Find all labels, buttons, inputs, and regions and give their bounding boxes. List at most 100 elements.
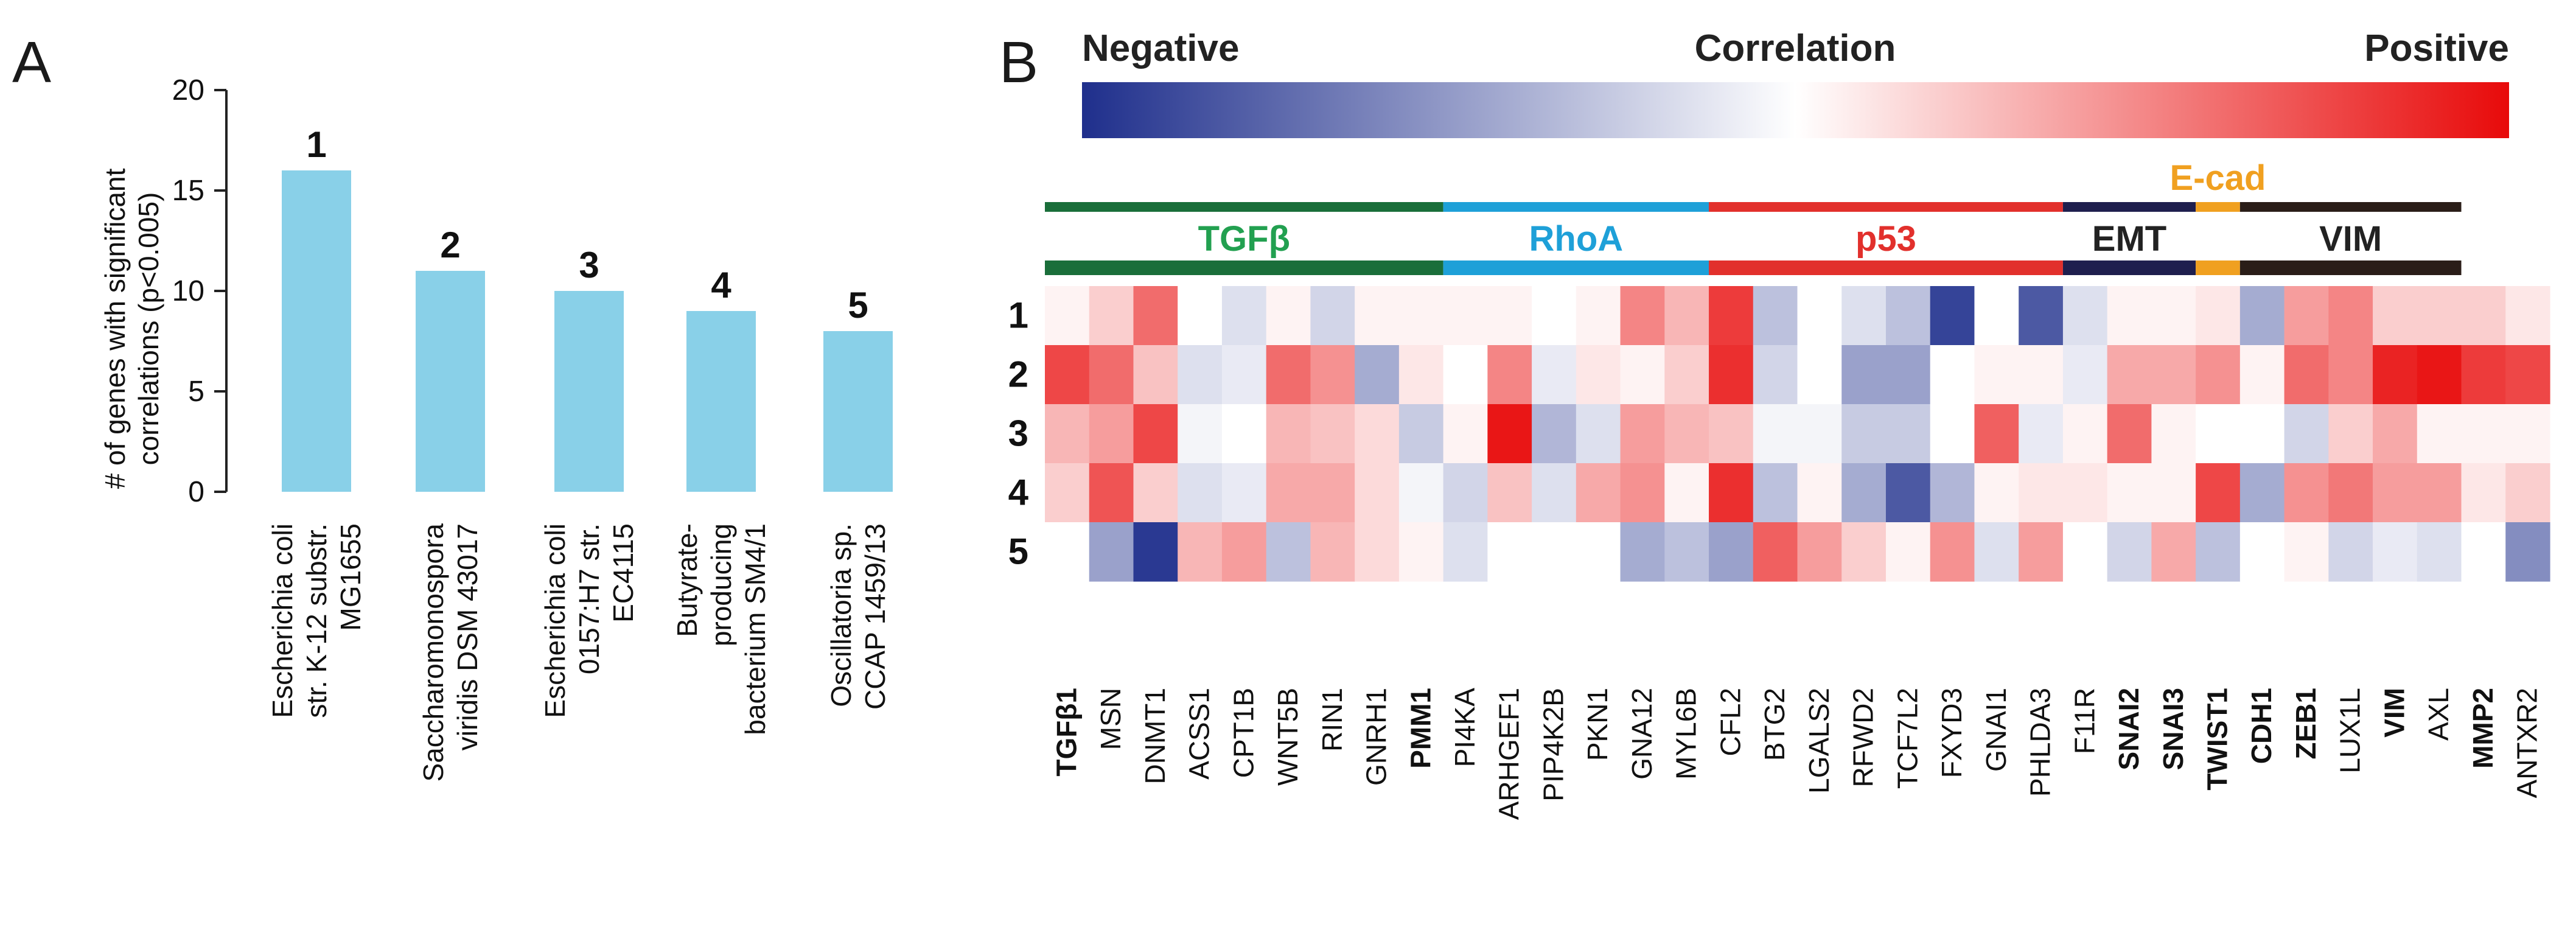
gene-label: PIP4K2B (1537, 688, 1569, 802)
scale-center-label: Correlation (1695, 27, 1896, 69)
heatmap-cell (1664, 522, 1709, 582)
heatmap-cell (1885, 286, 1931, 346)
heatmap-cell (2062, 463, 2108, 523)
gene-label: TWIST1 (2201, 688, 2233, 791)
heatmap-row-label: 4 (1008, 472, 1029, 513)
heatmap-cell (1797, 345, 1842, 405)
gene-label: TGFβ1 (1050, 688, 1082, 777)
heatmap-cell (2107, 345, 2152, 405)
heatmap-cell (1221, 286, 1267, 346)
gene-label: MSN (1095, 688, 1126, 750)
heatmap-cell (1841, 345, 1887, 405)
bar-y-tick-label: 15 (172, 175, 204, 207)
heatmap-cell (1355, 404, 1400, 464)
heatmap-cell (2196, 286, 2241, 346)
heatmap-cell (1841, 404, 1887, 464)
bar-category-line: Oscillatoria sp. (825, 523, 857, 707)
heatmap-cell (1974, 404, 2019, 464)
bar-4 (686, 311, 756, 492)
correlation-color-scale (1082, 82, 2509, 138)
heatmap-cell (1178, 404, 1223, 464)
heatmap-cell (1885, 404, 1931, 464)
gene-label: WNT5B (1272, 688, 1304, 786)
bar-y-tick-label: 20 (172, 74, 204, 107)
bar-3 (554, 291, 624, 492)
group-bar-top (1709, 202, 2063, 212)
heatmap-cell (1355, 345, 1400, 405)
group-label: TGFβ (1198, 219, 1290, 259)
group-bar-bottom (2239, 260, 2462, 275)
heatmap-cell (2373, 522, 2418, 582)
heatmap-cell (2151, 404, 2196, 464)
heatmap-cell (1266, 286, 1311, 346)
bar-y-tick-label: 0 (188, 476, 204, 508)
group-bar-top (1045, 202, 1443, 212)
heatmap-cell (2505, 345, 2550, 405)
bar-value-label: 4 (711, 265, 731, 306)
heatmap-cell (2239, 345, 2285, 405)
heatmap-cell (2461, 522, 2506, 582)
heatmap-cell (1443, 286, 1488, 346)
heatmap-cell (1398, 286, 1444, 346)
bar-category-line: producing (705, 523, 737, 646)
group-bar-top (2196, 202, 2240, 212)
bar-y-tick-label: 10 (172, 275, 204, 307)
bar-category-line: Butyrate- (671, 523, 703, 637)
heatmap-cell (1709, 345, 1754, 405)
heatmap-cell (1443, 345, 1488, 405)
heatmap-cell (1974, 345, 2019, 405)
gene-label: RFWD2 (1848, 688, 1879, 788)
heatmap-cell (2107, 286, 2152, 346)
heatmap-cell (1398, 522, 1444, 582)
heatmap-cell (1532, 404, 1577, 464)
scale-negative-label: Negative (1082, 27, 1239, 69)
scale-positive-label: Positive (2364, 27, 2509, 69)
gene-label: FXYD3 (1936, 688, 1967, 778)
heatmap-cell (1045, 522, 1090, 582)
heatmap-cell (2239, 404, 2285, 464)
heatmap-cell (1045, 463, 1090, 523)
heatmap-cell (1221, 404, 1267, 464)
heatmap-cell (1576, 522, 1621, 582)
heatmap-cell (2151, 522, 2196, 582)
heatmap-cell (1178, 345, 1223, 405)
heatmap-cell (1310, 286, 1355, 346)
heatmap-cell (1355, 286, 1400, 346)
heatmap-cell (1443, 404, 1488, 464)
bar-value-label: 1 (306, 124, 326, 165)
heatmap-cell (1797, 463, 1842, 523)
heatmap-cell (1620, 286, 1665, 346)
bar-category-line: CCAP 1459/13 (859, 523, 891, 710)
gene-label: RIN1 (1316, 688, 1348, 752)
bar-category-line: Escherichia coli (539, 523, 571, 718)
heatmap-cell (1930, 345, 1975, 405)
gene-label: ARHGEF1 (1493, 688, 1525, 820)
heatmap-cell (1709, 404, 1754, 464)
heatmap-cell (1797, 522, 1842, 582)
bar-y-ticks: 0 5 10 15 20 (172, 74, 226, 508)
heatmap-cell (1620, 404, 1665, 464)
heatmap-cell (1753, 286, 1798, 346)
heatmap-cell (1133, 345, 1178, 405)
bar-category-label: Butyrate-producing bacterium SM4/1 (671, 523, 771, 735)
gene-label: VIM (2378, 688, 2410, 738)
heatmap-cell (1753, 404, 1798, 464)
heatmap-cell (2107, 404, 2152, 464)
bar-category-line: Saccharomonospora (417, 523, 449, 782)
heatmap-cell (1133, 286, 1178, 346)
heatmap-cell (2019, 345, 2064, 405)
heatmap-cell (2284, 463, 2329, 523)
group-bar-top (1443, 202, 1709, 212)
heatmap-cell (2107, 463, 2152, 523)
heatmap-cell (1178, 286, 1223, 346)
bar-y-axis-title-line1: # of genes with significant (99, 168, 131, 489)
bar-5 (823, 331, 893, 492)
gene-label: TCF7L2 (1891, 688, 1923, 789)
bar-category-line: 0157:H7 str. (573, 523, 605, 674)
heatmap-cell (2373, 286, 2418, 346)
heatmap-cell (1266, 463, 1311, 523)
heatmap-cell (2284, 522, 2329, 582)
heatmap-cell (1443, 463, 1488, 523)
